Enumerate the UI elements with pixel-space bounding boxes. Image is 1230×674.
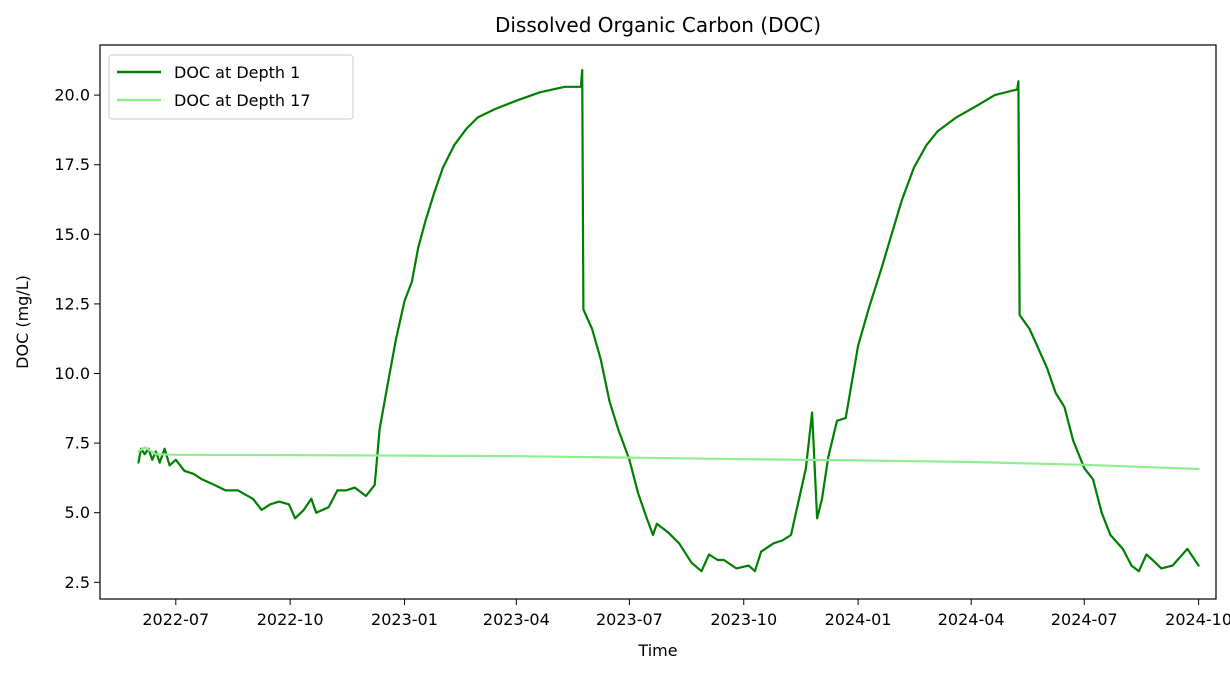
y-tick-label: 10.0 [54, 364, 90, 383]
x-tick-label: 2023-10 [710, 610, 777, 629]
legend-label-depth-1: DOC at Depth 1 [174, 63, 300, 82]
x-tick-label: 2022-07 [142, 610, 209, 629]
y-tick-label: 15.0 [54, 225, 90, 244]
plot-frame [99, 44, 1217, 600]
y-tick-label: 20.0 [54, 86, 90, 105]
legend: DOC at Depth 1 DOC at Depth 17 [108, 54, 354, 120]
x-tick-label: 2023-01 [371, 610, 438, 629]
x-axis-label: Time [637, 641, 677, 660]
series-line-depth-17 [137, 446, 1200, 471]
y-tick-label: 2.5 [65, 573, 90, 592]
y-axis-label: DOC (mg/L) [13, 275, 32, 369]
y-tick-label: 17.5 [54, 155, 90, 174]
series-line-depth-1 [137, 69, 1200, 573]
x-tick-label: 2024-07 [1051, 610, 1118, 629]
y-tick-label: 5.0 [65, 503, 90, 522]
x-axis: 2022-07 2022-10 2023-01 2023-04 2023-07 2023-… [142, 599, 1230, 629]
x-tick-label: 2023-07 [596, 610, 663, 629]
chart-title: Dissolved Organic Carbon (DOC) [495, 13, 821, 37]
x-tick-label: 2023-04 [483, 610, 550, 629]
legend-label-depth-17: DOC at Depth 17 [174, 91, 311, 110]
legend-box [108, 54, 354, 120]
x-tick-label: 2022-10 [257, 610, 324, 629]
y-tick-label: 12.5 [54, 294, 90, 313]
x-tick-label: 2024-10 [1165, 610, 1230, 629]
y-tick-label: 7.5 [65, 434, 90, 453]
y-axis: 2.5 5.0 7.5 10.0 12.5 15.0 17.5 20.0 [54, 86, 100, 592]
x-tick-label: 2024-01 [825, 610, 892, 629]
x-tick-label: 2024-04 [938, 610, 1005, 629]
series-layer [137, 69, 1200, 573]
